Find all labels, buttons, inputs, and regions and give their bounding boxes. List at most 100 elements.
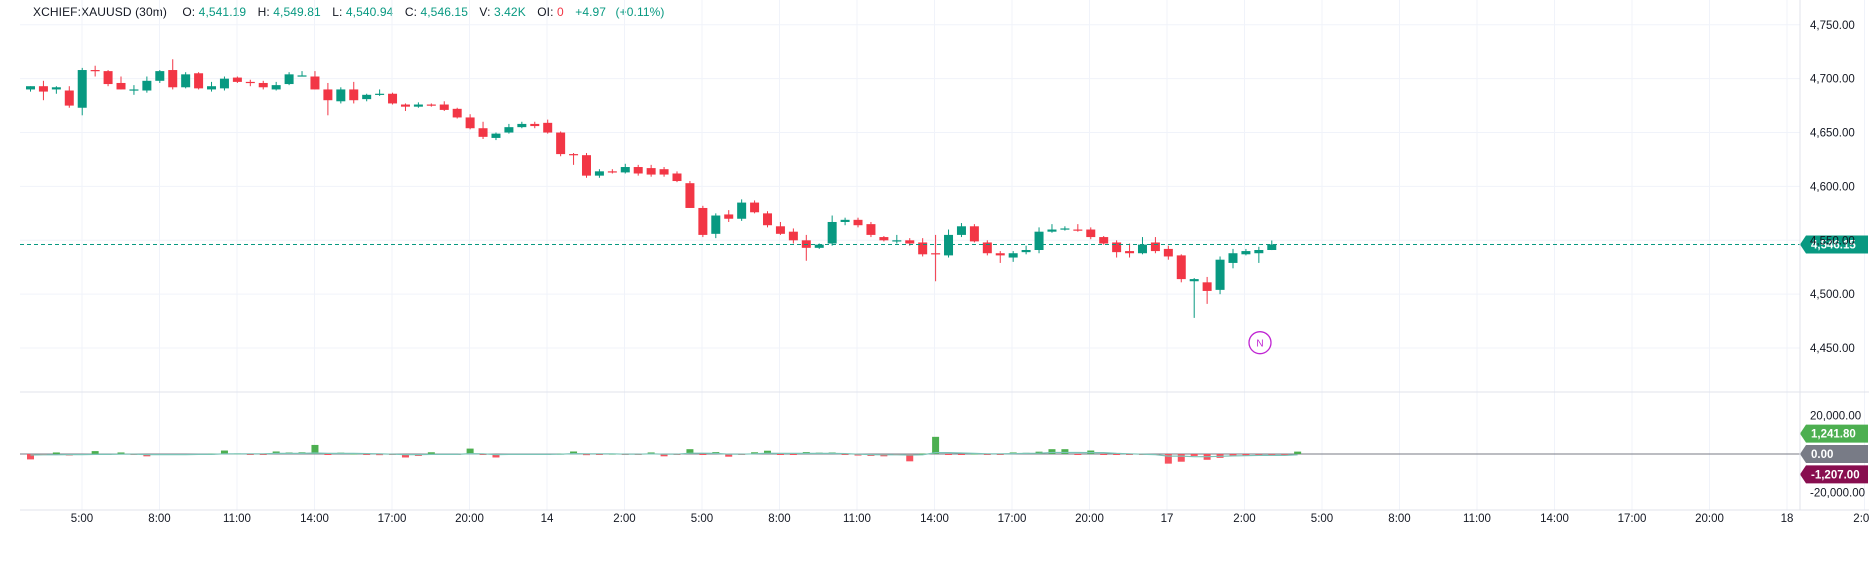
x-tick-label: 17:00 (1618, 513, 1647, 525)
legend-high-label: H: (257, 5, 270, 19)
candle (142, 76, 152, 93)
candle-body (258, 82, 268, 88)
histogram-bar (1242, 454, 1250, 456)
candle (1254, 246, 1264, 263)
candle (349, 81, 359, 104)
candle-body (1021, 249, 1031, 253)
histogram-bar (363, 454, 371, 455)
candle-body (413, 104, 423, 107)
histogram-bar (725, 454, 733, 457)
news-icon-label: N (1256, 339, 1263, 350)
histogram-bar (479, 454, 487, 455)
x-tick-label: 20:00 (1075, 513, 1104, 525)
candle (685, 181, 695, 208)
x-tick-label: 20:00 (1695, 513, 1724, 525)
x-tick-label: 14:00 (920, 513, 949, 525)
legend-close-value: 4,546.15 (420, 5, 468, 19)
candle-body (698, 207, 708, 235)
x-tick-label: 18 (1781, 513, 1794, 525)
candle-body (504, 127, 514, 133)
candle-body (1112, 242, 1122, 253)
chart-overlay: 4,546.15 N 1,241.80 0.00 -1,207.00 (20, 235, 1868, 484)
candle-body (439, 104, 449, 110)
histogram-bar (945, 454, 953, 455)
candle (400, 103, 410, 111)
candle (711, 213, 721, 239)
candle-body (569, 154, 579, 156)
x-tick-label: 8:00 (768, 513, 790, 525)
candle-body (1150, 242, 1160, 252)
x-tick-label: 11:00 (843, 513, 871, 525)
candles (26, 59, 1277, 318)
candle-body (724, 214, 734, 219)
candle-body (646, 168, 656, 175)
histogram-bar (91, 451, 99, 454)
candle (1112, 240, 1122, 258)
candle-body (581, 155, 591, 176)
candle (775, 221, 785, 235)
legend-volume-value: 3.42K (493, 5, 526, 19)
candle-body (1047, 229, 1057, 232)
price-tick-label: 4,550.00 (1810, 235, 1855, 247)
candle-body (400, 104, 410, 107)
candle (168, 59, 178, 90)
candle-body (517, 123, 527, 128)
candle-body (672, 173, 682, 182)
candle-body (1034, 231, 1044, 250)
indicator-tick-label: 20,000.00 (1810, 410, 1861, 422)
candle-body (1099, 237, 1109, 244)
candle-body (142, 80, 152, 91)
candle-body (1137, 244, 1147, 254)
indicator-tick-label: -20,000.00 (1810, 488, 1865, 500)
candle (879, 235, 889, 242)
candle-body (426, 104, 436, 106)
candle (426, 103, 436, 107)
histogram-bar (789, 454, 797, 455)
candle-body (116, 82, 126, 90)
candle (1060, 226, 1070, 231)
candle (750, 200, 760, 214)
candle (51, 86, 61, 94)
histogram-bar (1113, 454, 1121, 455)
histogram-bar (259, 454, 267, 455)
candle (77, 67, 87, 116)
legend-symbol[interactable]: XCHIEF:XAUUSD (30m) (33, 5, 167, 19)
candle-body (388, 93, 398, 104)
candle (207, 81, 217, 92)
price-tick-label: 4,500.00 (1810, 289, 1855, 301)
candle (478, 121, 488, 140)
histogram-bar (582, 454, 590, 456)
histogram-bar (401, 454, 409, 458)
candle (504, 123, 514, 134)
candle-body (219, 78, 229, 89)
candle-body (814, 244, 824, 248)
histogram-bar (957, 454, 965, 455)
candle (1086, 227, 1096, 240)
candle (232, 76, 242, 83)
histogram-bar (117, 452, 125, 454)
candle (1125, 243, 1135, 258)
x-tick-label: 2:00 (1853, 513, 1869, 525)
legend-change-pct: (+0.11%) (615, 5, 665, 19)
candle-body (155, 71, 165, 81)
histogram-bar (1177, 454, 1185, 462)
candle-body (659, 169, 669, 175)
candle (219, 76, 229, 91)
histogram-bar (1190, 454, 1198, 456)
indicator-value-label: 0.00 (1811, 449, 1833, 461)
candle (1021, 245, 1031, 255)
histogram-bar (1100, 454, 1108, 455)
candle (944, 229, 954, 258)
candle (543, 119, 553, 134)
candle-body (556, 132, 566, 155)
candle (982, 240, 992, 256)
candle (556, 131, 566, 157)
candle-body (1215, 259, 1225, 290)
histogram-bar (660, 454, 668, 457)
candle-body (284, 74, 294, 85)
candle (801, 234, 811, 261)
current-price-label: 4,546.15 (1811, 239, 1856, 251)
candle (840, 217, 850, 226)
candle-body (1163, 248, 1173, 257)
